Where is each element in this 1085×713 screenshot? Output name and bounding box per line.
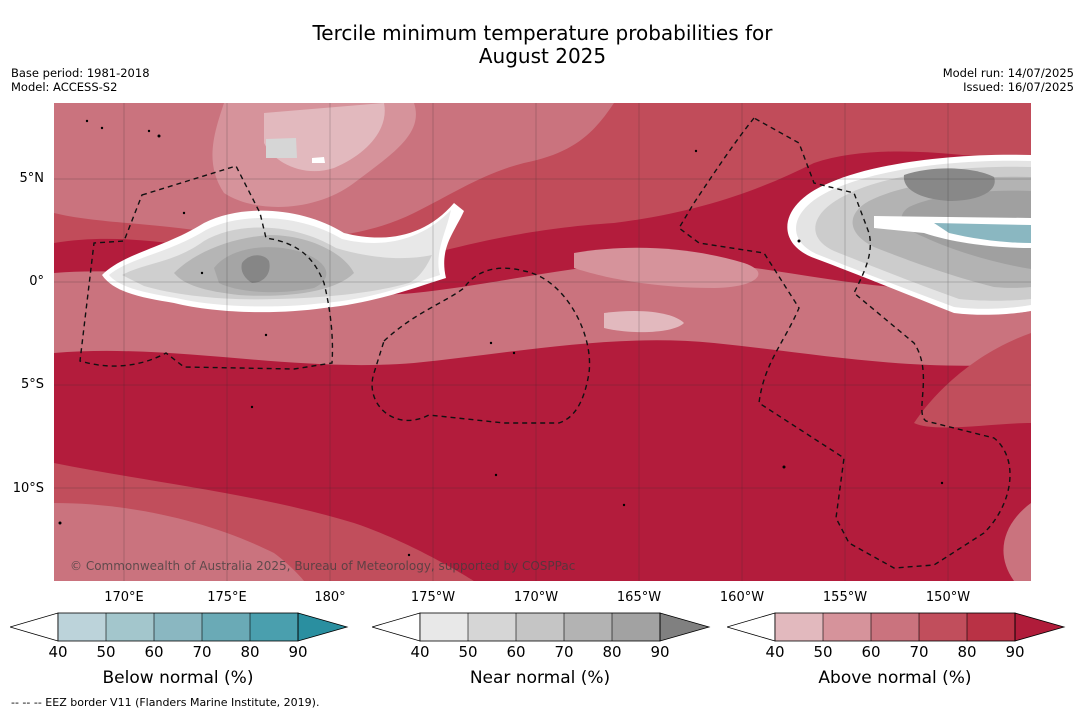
- model-name: Model: ACCESS-S2: [11, 80, 118, 94]
- cbar-below-tick-40: 40: [48, 643, 68, 661]
- cbar-above-title: Above normal (%): [818, 668, 972, 688]
- cbar-below-60: [154, 613, 202, 641]
- cbar-below-under: [10, 612, 59, 642]
- cbar-near-title: Near normal (%): [469, 668, 611, 688]
- near-normal-90-east: [903, 168, 995, 201]
- cbar-above-80: [967, 613, 1015, 641]
- cbar-above-70: [919, 613, 967, 641]
- lon-label-180: 180°: [314, 590, 346, 605]
- near-normal-90-west: [241, 255, 270, 283]
- near-normal-tiny-patch: [312, 157, 325, 163]
- cbar-near-tick-50: 50: [458, 643, 478, 661]
- lat-label-10s: 10°S: [12, 481, 44, 496]
- cbar-near-50: [468, 613, 516, 641]
- meta-right: Model run: 14/07/2025 Issued: 16/07/2025: [943, 66, 1074, 94]
- below-normal-60-east: [934, 223, 1031, 243]
- cbar-below-over: [297, 612, 349, 642]
- copyright-credit: © Commonwealth of Australia 2025, Bureau…: [70, 559, 576, 573]
- cbar-below-tick-50: 50: [96, 643, 116, 661]
- cbar-near-40: [420, 613, 468, 641]
- cbar-below-40: [58, 613, 106, 641]
- islands: [58, 119, 944, 557]
- cbar-above-tick-40: 40: [765, 643, 785, 661]
- lon-label-160w: 160°W: [719, 590, 765, 605]
- above-normal-70-southeast: [1003, 503, 1031, 581]
- map-title: Tercile minimum temperature probabilitie…: [0, 22, 1085, 68]
- lon-label-150w: 150°W: [925, 590, 971, 605]
- title-line-1: Tercile minimum temperature probabilitie…: [312, 21, 773, 45]
- title-line-2: August 2025: [478, 44, 607, 68]
- near-normal-70-west: [214, 247, 327, 293]
- cbar-near-over: [659, 612, 711, 642]
- cbar-below-tick-70: 70: [192, 643, 212, 661]
- base-period: Base period: 1981-2018: [11, 66, 150, 80]
- cbar-below-50: [106, 613, 154, 641]
- cbar-above-tick-80: 80: [957, 643, 977, 661]
- above-normal-70-equator: [54, 260, 1031, 366]
- above-normal-70-south: [54, 503, 304, 581]
- cbar-near-tick-90: 90: [650, 643, 670, 661]
- cbar-below-80: [250, 613, 298, 641]
- above-normal-80-southeast: [914, 333, 1031, 428]
- model-run: Model run: 14/07/2025: [942, 66, 1074, 80]
- probability-map: [54, 103, 1031, 581]
- cbar-near-tick-60: 60: [506, 643, 526, 661]
- cbar-below-tick-80: 80: [240, 643, 260, 661]
- cbar-below-title: Below normal (%): [102, 668, 254, 688]
- cbar-above-under: [727, 612, 776, 642]
- cbar-above-over: [1014, 612, 1066, 642]
- cbar-near-70: [564, 613, 612, 641]
- lat-label-5s: 5°S: [20, 377, 44, 392]
- eez-borders: [79, 117, 1011, 569]
- near-normal-small-patch: [266, 138, 297, 158]
- cbar-above-60: [871, 613, 919, 641]
- eez-footnote: -- -- -- EEZ border V11 (Flanders Marine…: [11, 696, 320, 709]
- cbar-near-under: [372, 612, 421, 642]
- cbar-below-tick-90: 90: [288, 643, 308, 661]
- lat-label-5n: 5°N: [19, 171, 45, 186]
- lon-label-175w: 175°W: [410, 590, 456, 605]
- cbar-above-50: [823, 613, 871, 641]
- cbar-above-tick-90: 90: [1005, 643, 1025, 661]
- cbar-near-80: [612, 613, 660, 641]
- cbar-above-tick-50: 50: [813, 643, 833, 661]
- cbar-near-tick-80: 80: [602, 643, 622, 661]
- cbar-below-tick-60: 60: [144, 643, 164, 661]
- lon-label-155w: 155°W: [822, 590, 868, 605]
- above-normal-60-equator: [574, 247, 759, 288]
- cbar-near-tick-40: 40: [410, 643, 430, 661]
- lon-label-170w: 170°W: [513, 590, 559, 605]
- lon-label-165w: 165°W: [616, 590, 662, 605]
- meta-left: Base period: 1981-2018 Model: ACCESS-S2: [11, 66, 150, 94]
- cbar-above-40: [775, 613, 823, 641]
- cbar-near-60: [516, 613, 564, 641]
- lat-label-0: 0°: [29, 274, 44, 289]
- colorbar-above-normal: [727, 612, 1066, 642]
- lon-label-175e: 175°E: [207, 590, 247, 605]
- cbar-above-tick-70: 70: [909, 643, 929, 661]
- issued-date: Issued: 16/07/2025: [963, 80, 1074, 94]
- cbar-above-tick-60: 60: [861, 643, 881, 661]
- lon-label-170e: 170°E: [104, 590, 144, 605]
- above-normal-50-equator: [604, 311, 684, 333]
- cbar-below-70: [202, 613, 250, 641]
- colorbar-near-normal: [372, 612, 711, 642]
- gridlines: [54, 103, 1031, 581]
- cbar-near-tick-70: 70: [554, 643, 574, 661]
- colorbar-below-normal: [10, 612, 349, 642]
